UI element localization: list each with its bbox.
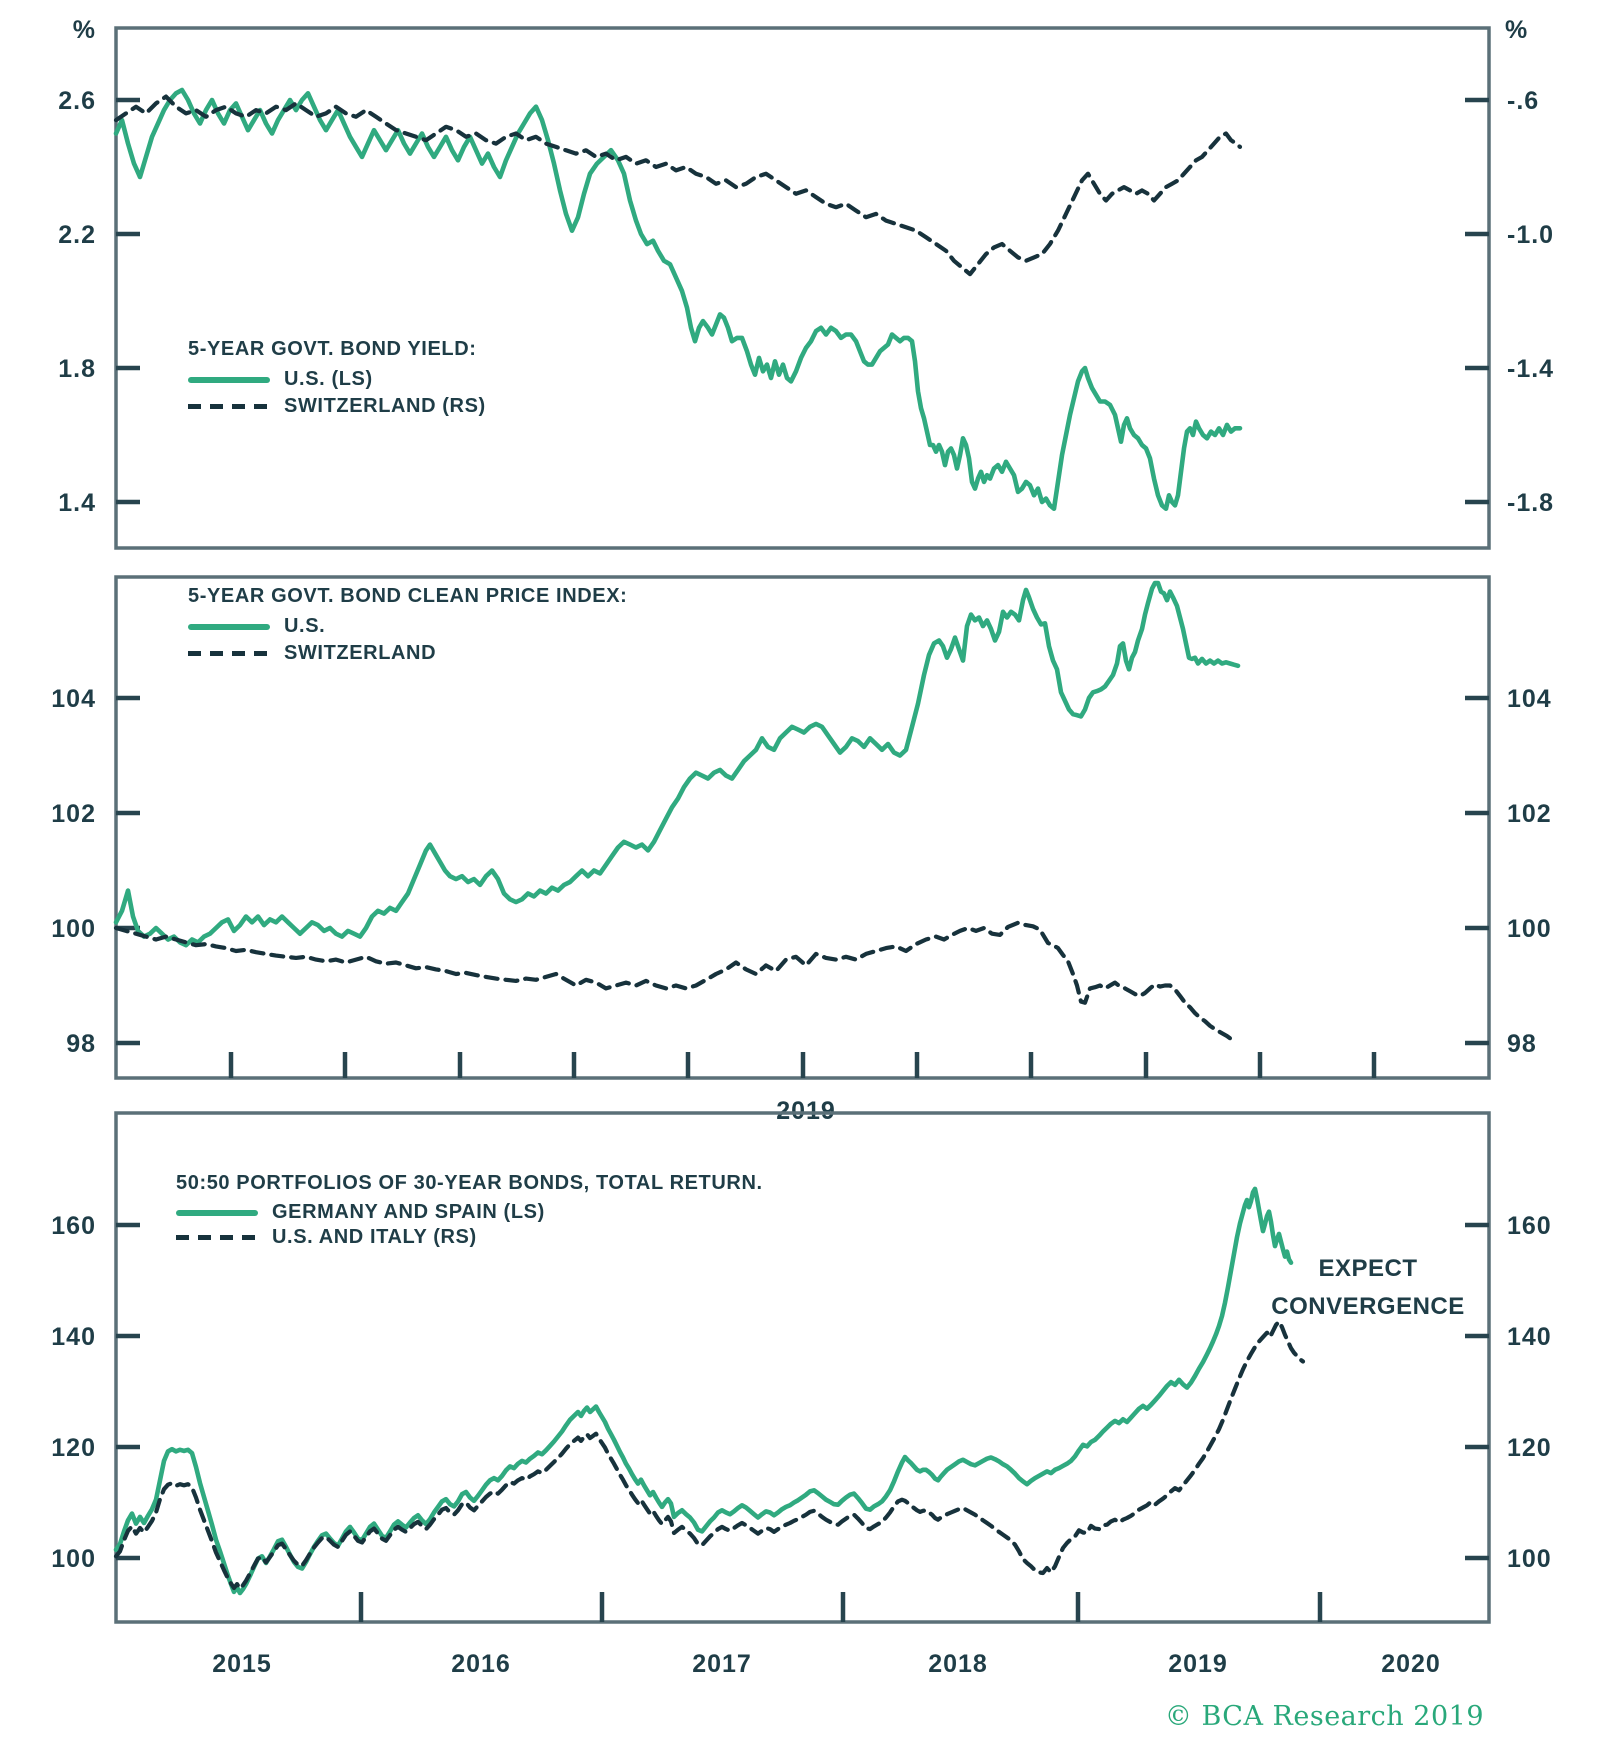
legend-item-label: GERMANY AND SPAIN (LS) xyxy=(272,1201,545,1223)
legend-item-switzerland-price: SWITZERLAND xyxy=(188,640,627,667)
legend-item-label: U.S. xyxy=(284,615,326,637)
x-axis-year-label: 2016 xyxy=(451,1650,511,1678)
x-axis-year-label: 2018 xyxy=(928,1650,988,1678)
right-axis-label: 100 xyxy=(1507,915,1552,943)
x-axis-year-label: 2019 xyxy=(776,1097,836,1125)
panel-3-border xyxy=(114,1111,1491,1624)
legend-item-label: U.S. (LS) xyxy=(284,368,373,390)
left-axis-label: 100 xyxy=(51,915,96,943)
left-axis-label: 120 xyxy=(51,1434,96,1462)
legend-item-us-italy: U.S. AND ITALY (RS) xyxy=(176,1225,763,1250)
legend-item-label: SWITZERLAND xyxy=(284,642,437,664)
right-axis-label: 140 xyxy=(1507,1323,1552,1351)
legend-item-germany-spain: GERMANY AND SPAIN (LS) xyxy=(176,1200,763,1225)
legend-item-us-price: U.S. xyxy=(188,613,627,640)
left-axis-label: 98 xyxy=(66,1030,96,1058)
right-axis-label: 120 xyxy=(1507,1434,1552,1462)
series-switzerland-price xyxy=(113,920,1238,1043)
x-axis-year-label: 2019 xyxy=(1168,1650,1228,1678)
left-axis-label: 160 xyxy=(51,1212,96,1240)
right-axis-label: 102 xyxy=(1507,800,1552,828)
series-us-price xyxy=(113,580,1241,948)
right-axis-label: 100 xyxy=(1507,1545,1552,1573)
left-axis-label: 1.4 xyxy=(58,489,96,517)
legend-item-label: U.S. AND ITALY (RS) xyxy=(272,1226,477,1248)
legend-portfolios: 50:50 PORTFOLIOS OF 30-YEAR BONDS, TOTAL… xyxy=(176,1172,763,1250)
dashed-line-swatch-icon xyxy=(176,1235,258,1240)
right-axis-label: -.6 xyxy=(1507,87,1539,115)
right-axis-unit: % xyxy=(1505,16,1528,44)
x-axis-year-label: 2017 xyxy=(692,1650,752,1678)
legend-item-label: SWITZERLAND (RS) xyxy=(284,395,486,417)
legend-price-title: 5-YEAR GOVT. BOND CLEAN PRICE INDEX: xyxy=(188,585,628,607)
right-axis-label: 160 xyxy=(1507,1212,1552,1240)
legend-item-us-yield: U.S. (LS) xyxy=(188,366,486,393)
right-axis-label: 98 xyxy=(1507,1030,1537,1058)
left-axis-label: 140 xyxy=(51,1323,96,1351)
legend-price-index: 5-YEAR GOVT. BOND CLEAN PRICE INDEX: U.S… xyxy=(188,585,627,667)
left-axis-label: 1.8 xyxy=(58,355,96,383)
solid-line-swatch-icon xyxy=(188,376,270,383)
solid-line-swatch-icon xyxy=(176,1209,258,1216)
copyright-notice: © BCA Research 2019 xyxy=(1164,1701,1484,1732)
left-axis-label: 104 xyxy=(51,685,96,713)
annotation-line-1: EXPECT xyxy=(1318,1255,1418,1282)
legend-portfolios-title: 50:50 PORTFOLIOS OF 30-YEAR BONDS, TOTAL… xyxy=(176,1172,763,1194)
legend-item-switzerland-yield: SWITZERLAND (RS) xyxy=(188,393,486,420)
series-germany-spain xyxy=(113,1186,1294,1596)
annotation-line-2: CONVERGENCE xyxy=(1271,1293,1465,1320)
solid-line-swatch-icon xyxy=(188,623,270,630)
right-axis-label: -1.8 xyxy=(1507,489,1554,517)
legend-yield-title: 5-YEAR GOVT. BOND YIELD: xyxy=(188,338,477,360)
series-switzerland-yield xyxy=(113,94,1243,277)
dashed-line-swatch-icon xyxy=(188,651,270,656)
legend-yield: 5-YEAR GOVT. BOND YIELD: U.S. (LS) SWITZ… xyxy=(188,338,486,420)
right-axis-label: -1.0 xyxy=(1507,221,1554,249)
series-us-italy xyxy=(113,1319,1306,1591)
left-axis-label: 102 xyxy=(51,800,96,828)
right-axis-label: -1.4 xyxy=(1507,355,1554,383)
x-axis-year-label: 2015 xyxy=(212,1650,272,1678)
left-axis-unit: % xyxy=(73,16,96,44)
panel-1-border xyxy=(114,26,1491,550)
series-us-yield xyxy=(113,87,1243,511)
expect-convergence-annotation: EXPECT CONVERGENCE xyxy=(1248,1250,1488,1326)
left-axis-label: 2.6 xyxy=(58,87,96,115)
left-axis-label: 2.2 xyxy=(58,221,96,249)
left-axis-label: 100 xyxy=(51,1545,96,1573)
x-axis-year-label: 2020 xyxy=(1381,1650,1441,1678)
dashed-line-swatch-icon xyxy=(188,404,270,409)
right-axis-label: 104 xyxy=(1507,685,1552,713)
